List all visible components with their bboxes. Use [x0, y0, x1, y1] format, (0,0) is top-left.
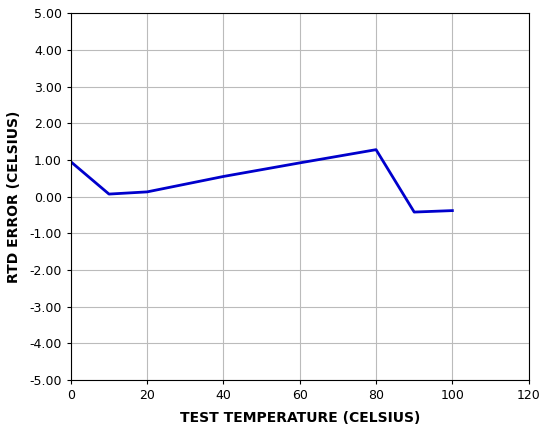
Y-axis label: RTD ERROR (CELSIUS): RTD ERROR (CELSIUS) — [7, 111, 21, 283]
X-axis label: TEST TEMPERATURE (CELSIUS): TEST TEMPERATURE (CELSIUS) — [179, 410, 420, 425]
